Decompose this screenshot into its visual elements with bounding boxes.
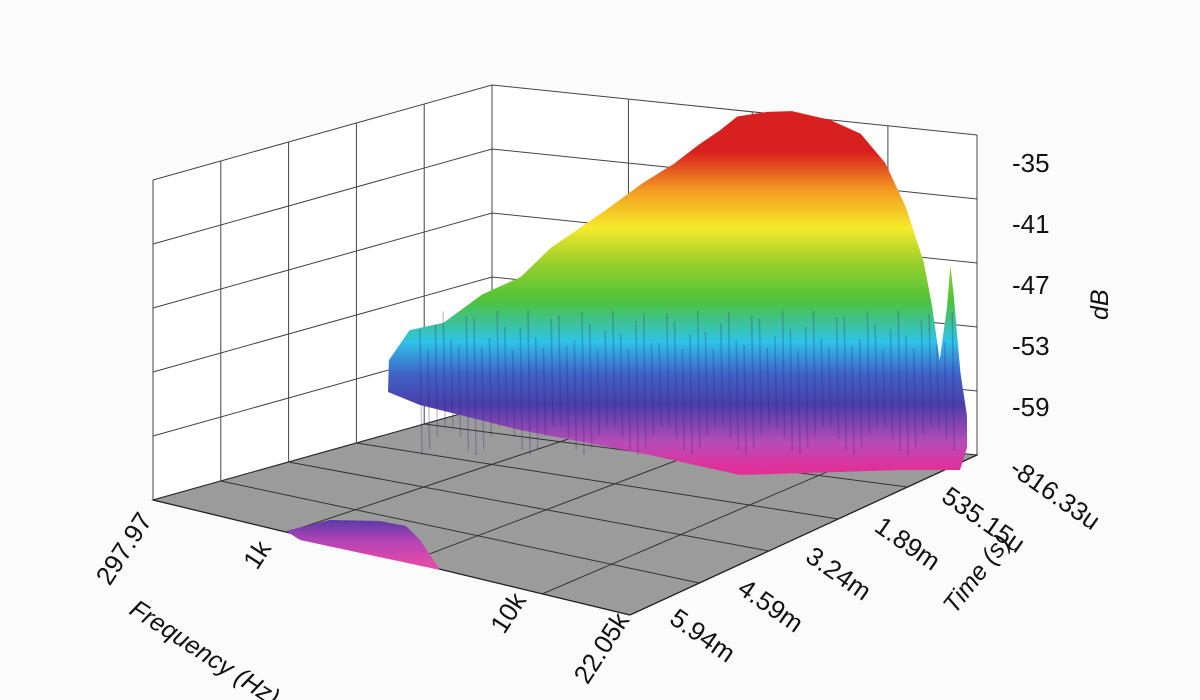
time-tick-label: 3.24m [801, 540, 877, 606]
surface-streak [743, 345, 747, 455]
surface-streak [642, 313, 647, 449]
surface-streak [581, 311, 585, 455]
surface-streak [426, 349, 431, 450]
surface-streak [750, 315, 755, 449]
surface-streak [450, 339, 454, 427]
surface-streak [858, 339, 863, 448]
time-tick-label: 4.59m [733, 572, 809, 638]
frequency-tick-label: 10k [484, 586, 533, 638]
surface-streak [480, 347, 485, 450]
surface-streak [943, 341, 948, 440]
surface-streak [835, 317, 840, 439]
surface-streak [727, 312, 732, 439]
surface-streak [666, 313, 670, 428]
frequency-axis-title: Frequency (Hz) [125, 595, 285, 700]
floor-gridline [220, 480, 700, 584]
frequency-tick-label: 22.05k [567, 606, 635, 689]
surface-streak [689, 333, 693, 455]
surface-streak [797, 349, 801, 455]
floor-gridline [288, 461, 769, 552]
surface-streak [920, 319, 925, 435]
surface-streak [866, 311, 871, 435]
time-tick-label: 5.94m [665, 602, 741, 668]
surface-streak [928, 314, 932, 426]
spectrum-surface [286, 111, 967, 570]
surface-streak [781, 310, 786, 439]
surface-streak [843, 316, 848, 451]
surface-streak [712, 349, 716, 426]
surface-streak [442, 311, 446, 427]
surface-streak [504, 327, 508, 427]
surface-streak [650, 343, 655, 436]
surface-streak [573, 340, 578, 450]
surface-streak [534, 337, 539, 449]
surface-streak [704, 331, 709, 436]
surface-streak [550, 318, 554, 427]
z-tick-label: -41 [1012, 209, 1050, 239]
surface-streak [804, 326, 809, 448]
surface-streak [558, 315, 562, 427]
surface-streak [519, 327, 524, 450]
floor-gridline [152, 404, 493, 501]
time-axis-title: Time (s) [938, 529, 1016, 618]
surface-streak [812, 310, 817, 435]
secondary-spectrum-bump [286, 520, 440, 570]
surface-streak [766, 347, 770, 426]
time-axis-line [629, 454, 978, 616]
surface-streak [889, 329, 894, 439]
frequency-tick-label: 1k [237, 534, 278, 574]
surface-streak [905, 335, 909, 455]
surface-streak [874, 325, 878, 426]
z-axis-ticks: -35 -41 -47 -53 -59 [1012, 148, 1050, 422]
surface-streak [936, 344, 940, 428]
surface-streak [828, 346, 832, 428]
surface-streak [596, 349, 601, 436]
surface-streak [612, 310, 616, 427]
surface-streak [951, 312, 956, 452]
surface-streak [673, 321, 678, 438]
z-tick-label: -35 [1012, 148, 1050, 178]
surface-streak [473, 317, 477, 456]
spectrum-surface-body [388, 111, 967, 476]
surface-streak [681, 348, 686, 451]
surface-streak [627, 348, 632, 451]
surface-streak [419, 329, 423, 456]
z-tick-label: -59 [1012, 392, 1050, 422]
surface-streak [851, 346, 855, 455]
surface-streak [882, 349, 886, 428]
surface-streak [588, 324, 593, 449]
surface-streak [774, 336, 778, 428]
surface-streak [696, 310, 701, 449]
surface-streak [434, 324, 439, 437]
surface-streak [897, 310, 902, 451]
surface-streak [511, 349, 516, 438]
surface-streak [758, 318, 763, 436]
time-tick-label: -816.33u [1005, 452, 1106, 535]
surface-streak [604, 330, 608, 427]
surface-streak [635, 320, 639, 455]
z-axis-title: dB [1086, 289, 1114, 320]
floor-gridline [356, 442, 839, 520]
z-tick-label: -53 [1012, 331, 1050, 361]
surface-streak [658, 342, 662, 427]
surface-streak [820, 338, 824, 426]
surface-streak [465, 315, 470, 450]
z-tick-label: -47 [1012, 270, 1050, 300]
surface-streak [912, 348, 917, 448]
surface-streak [720, 323, 724, 428]
surface-streak [735, 341, 740, 451]
surface-streak [619, 334, 624, 438]
surface-streak [496, 310, 500, 427]
surface-streak [565, 345, 570, 438]
surface-streak [488, 337, 493, 437]
time-tick-label: 1.89m [870, 510, 946, 576]
frequency-tick-label: 297.97 [90, 507, 158, 590]
surface-streak [789, 328, 794, 451]
surface-streak [527, 310, 531, 456]
surface-streak [542, 347, 547, 437]
surface-streak [457, 345, 462, 437]
